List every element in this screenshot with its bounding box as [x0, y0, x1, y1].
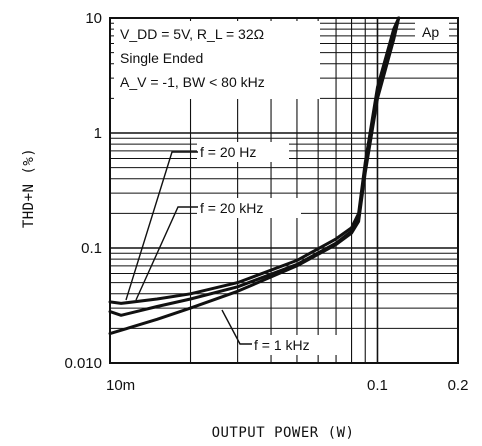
x-tick-label: 0.1: [367, 377, 388, 394]
condition-gain-bandwidth: A_V = -1, BW < 80 kHz: [120, 74, 265, 90]
leader-line-20khz: [135, 206, 198, 301]
y-tick-label: 1: [94, 125, 102, 142]
x-axis-title: OUTPUT POWER (W): [212, 425, 355, 441]
y-tick-label: 0.1: [81, 240, 102, 257]
series-label-20khz: f = 20 kHz: [200, 200, 263, 216]
corner-label-background: [415, 22, 449, 42]
y-tick-label: 0.010: [64, 355, 102, 372]
series-label-20hz-background: [197, 142, 289, 162]
leader-line-1khz: [221, 309, 252, 345]
conditions-background: [114, 21, 320, 99]
y-axis-title: THD+N (%): [21, 148, 37, 228]
series-line-3: [108, 16, 401, 336]
x-tick-label: 0.2: [448, 377, 469, 394]
series-layer: [108, 16, 401, 336]
plot-frame: [109, 17, 459, 364]
condition-supply-load: V_DD = 5V, R_L = 32Ω: [120, 26, 264, 42]
series-label-20khz-background: [197, 198, 301, 218]
annotations-layer: V_DD = 5V, R_L = 32Ω Single Ended A_V = …: [114, 21, 449, 355]
series-line-1: [108, 16, 401, 305]
condition-mode: Single Ended: [120, 50, 203, 66]
series-label-20hz: f = 20 Hz: [200, 144, 256, 160]
leader-line-20hz: [125, 151, 198, 301]
y-tick-label: 10: [85, 10, 102, 27]
series-label-1khz-background: [250, 335, 342, 355]
series-label-1khz: f = 1 kHz: [254, 337, 310, 353]
x-tick-label: 10m: [106, 377, 135, 394]
corner-label: Ap: [422, 24, 439, 40]
